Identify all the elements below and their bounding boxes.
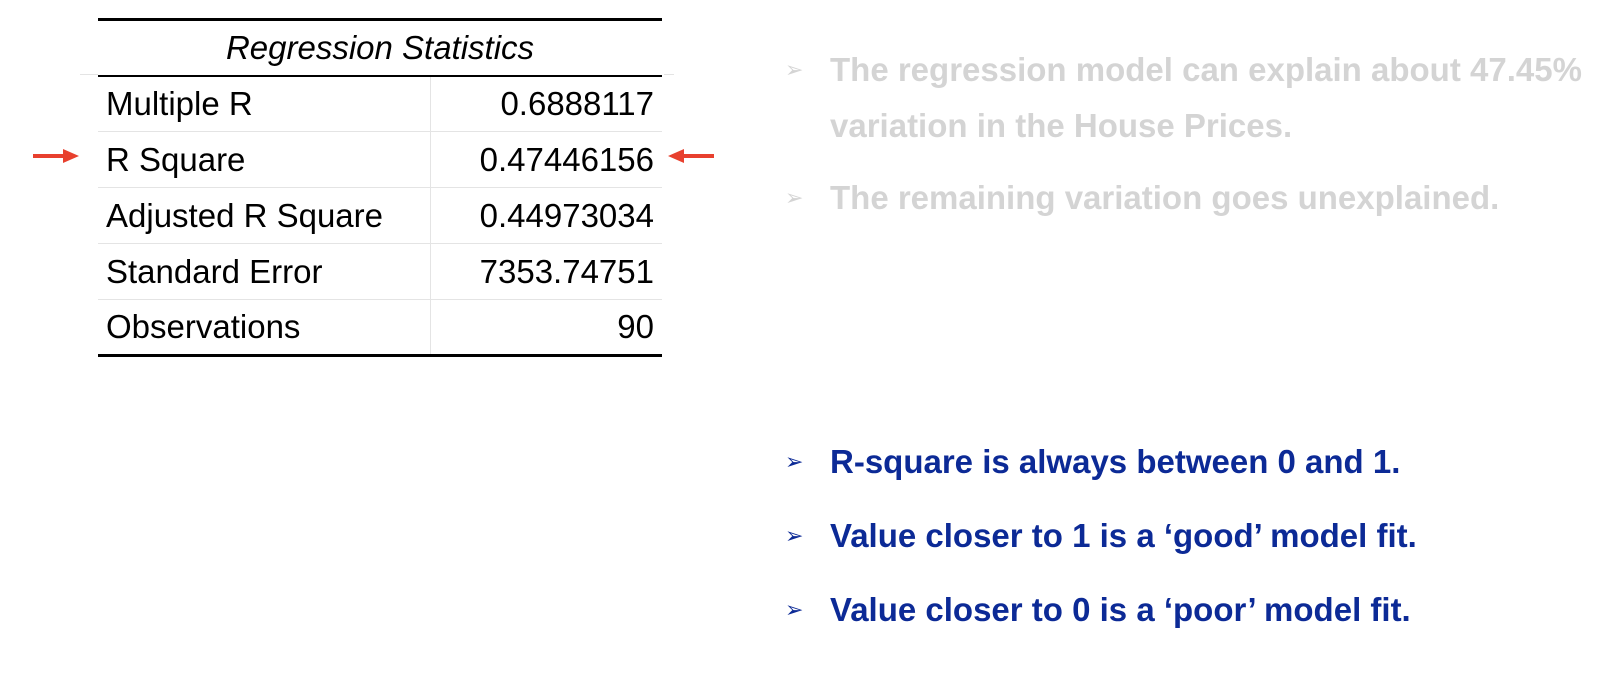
row-value: 0.44973034	[430, 187, 662, 244]
table-title: Regression Statistics	[98, 18, 662, 77]
bullet-text: Value closer to 1 is a ‘good’ model fit.	[830, 517, 1417, 554]
row-label: Standard Error	[98, 243, 431, 300]
table-row-multiple-r: Multiple R 0.6888117	[98, 75, 662, 132]
row-label: Multiple R	[98, 75, 431, 132]
row-value: 7353.74751	[430, 243, 662, 300]
table-row-adjusted-r-square: Adjusted R Square 0.44973034	[98, 187, 662, 244]
bullet-text: The regression model can explain about 4…	[830, 51, 1582, 144]
bullet-text: R-square is always between 0 and 1.	[830, 443, 1401, 480]
bullet-point: ➢ Value closer to 0 is a ‘poor’ model fi…	[785, 582, 1585, 638]
arrow-right-icon	[33, 149, 79, 163]
row-label: R Square	[98, 131, 431, 188]
key-bullet-list: ➢ R-square is always between 0 and 1. ➢ …	[785, 434, 1585, 656]
bullet-arrow-icon: ➢	[785, 185, 804, 210]
bullet-point: ➢ The remaining variation goes unexplain…	[785, 170, 1585, 226]
bullet-text: Value closer to 0 is a ‘poor’ model fit.	[830, 591, 1411, 628]
bullet-arrow-icon: ➢	[785, 449, 804, 474]
bullet-text: The remaining variation goes unexplained…	[830, 179, 1500, 216]
row-label: Adjusted R Square	[98, 187, 431, 244]
row-label: Observations	[98, 299, 431, 357]
table-row-standard-error: Standard Error 7353.74751	[98, 243, 662, 300]
table-header-row: Regression Statistics	[98, 18, 662, 77]
table-row-r-square: R Square 0.47446156	[98, 131, 662, 188]
bullet-arrow-icon: ➢	[785, 597, 804, 622]
grid-extension-left	[80, 74, 98, 75]
bullet-point: ➢ Value closer to 1 is a ‘good’ model fi…	[785, 508, 1585, 564]
row-value: 90	[430, 299, 662, 357]
arrow-left-icon	[668, 149, 714, 163]
bullet-point: ➢ The regression model can explain about…	[785, 42, 1585, 154]
row-value: 0.6888117	[430, 75, 662, 132]
faded-bullet-list: ➢ The regression model can explain about…	[785, 42, 1585, 242]
regression-statistics-table: Regression Statistics Multiple R 0.68881…	[98, 18, 662, 357]
row-value: 0.47446156	[430, 131, 662, 188]
table-row-observations: Observations 90	[98, 299, 662, 357]
bullet-arrow-icon: ➢	[785, 57, 804, 82]
grid-extension-right	[664, 74, 674, 75]
bullet-arrow-icon: ➢	[785, 523, 804, 548]
bullet-point: ➢ R-square is always between 0 and 1.	[785, 434, 1585, 490]
